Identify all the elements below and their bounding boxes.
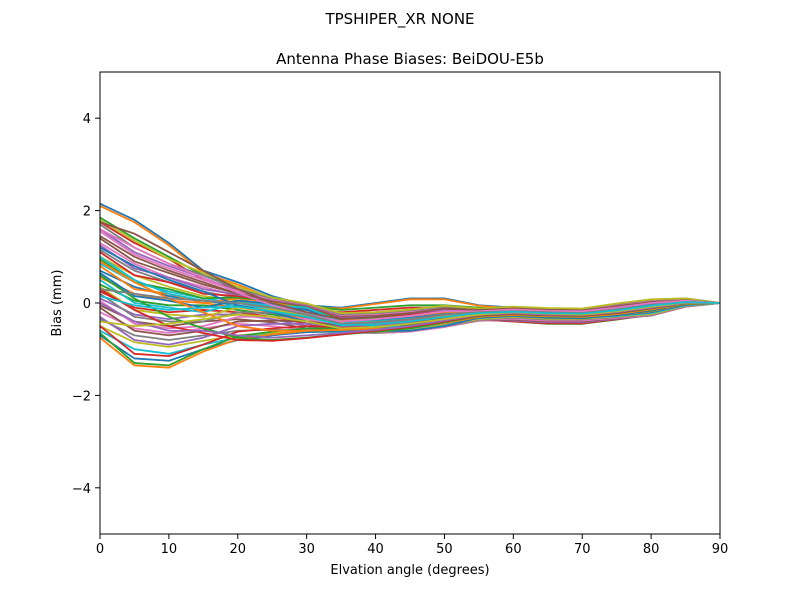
x-tick-label: 50 [436, 542, 453, 557]
x-tick-label: 10 [161, 542, 178, 557]
x-tick-label: 80 [643, 542, 660, 557]
y-tick-label: −2 [72, 389, 91, 404]
y-axis: −4 −2 0 2 4 [72, 112, 100, 497]
series-line-50 [99, 295, 721, 327]
series-line-41 [99, 246, 721, 332]
x-tick-label: 40 [367, 542, 384, 557]
series-line-49 [99, 301, 721, 330]
y-tick-label: 0 [83, 297, 91, 312]
y-tick-label: 2 [83, 205, 91, 220]
series-line-46 [99, 221, 721, 321]
x-tick-label: 90 [712, 542, 729, 557]
x-tick-label: 60 [505, 542, 522, 557]
x-axis: 0 10 20 30 40 50 60 70 80 90 [96, 534, 728, 557]
x-tick-label: 0 [96, 542, 104, 557]
figure-suptitle: TPSHIPER_XR NONE [324, 10, 474, 29]
series-line-39 [99, 219, 721, 315]
series-line-48 [99, 288, 721, 325]
x-axis-label: Elvation angle (degrees) [330, 563, 489, 578]
series-line-45 [99, 302, 720, 339]
chart-title: Antenna Phase Biases: BeiDOU-E5b [276, 50, 544, 68]
y-tick-label: −4 [72, 482, 91, 497]
x-tick-label: 70 [574, 542, 591, 557]
y-axis-label: Bias (mm) [50, 270, 65, 337]
x-tick-label: 20 [230, 542, 247, 557]
x-tick-label: 30 [298, 542, 315, 557]
y-tick-label: 4 [83, 112, 91, 127]
series-line-47 [99, 228, 721, 323]
series-layer [99, 202, 721, 369]
